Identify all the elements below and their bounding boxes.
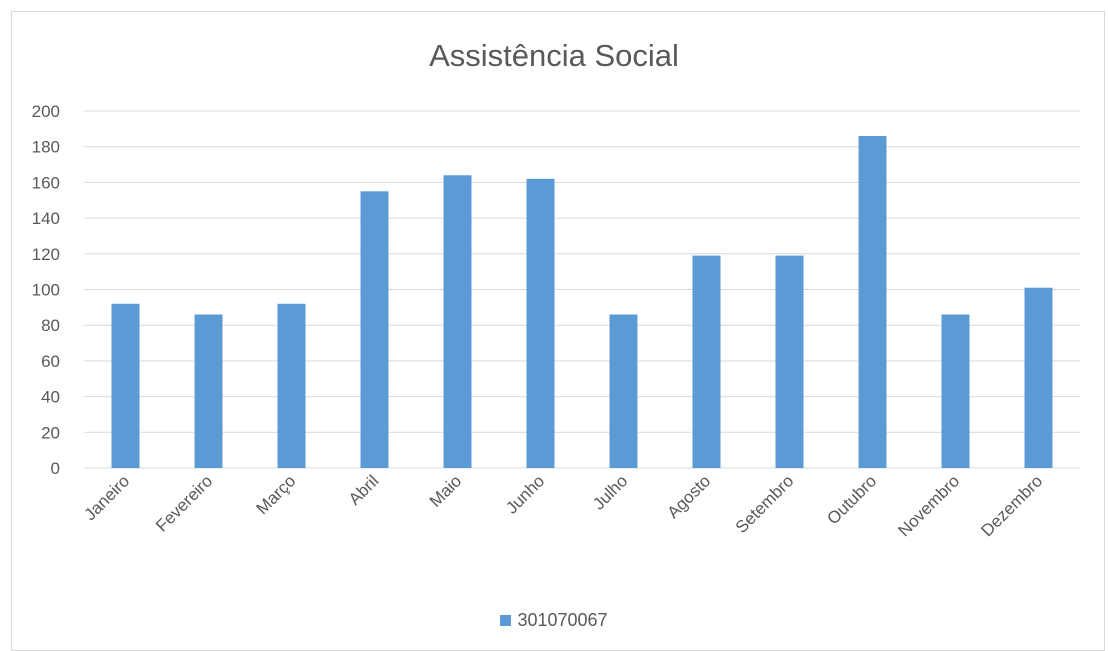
bar-fevereiro (194, 314, 223, 468)
y-tick-label: 160 (32, 173, 60, 192)
bar-novembro (941, 314, 970, 468)
x-tick-label: Março (252, 471, 299, 518)
y-tick-label: 20 (41, 423, 60, 442)
y-tick-label: 0 (51, 459, 60, 478)
y-tick-label: 120 (32, 245, 60, 264)
chart-frame (11, 11, 1105, 651)
chart-title: Assistência Social (429, 38, 679, 73)
bar-setembro (775, 255, 804, 468)
x-tick-label: Outubro (823, 471, 880, 528)
y-tick-label: 60 (41, 352, 60, 371)
bar-junho (526, 178, 555, 468)
bar-dezembro (1024, 287, 1053, 468)
bar-outubro (858, 135, 887, 469)
bar-maio (443, 175, 472, 468)
y-axis-ticks: 0 20 40 60 80 100 120 140 160 180 200 (32, 102, 60, 478)
y-tick-label: 200 (32, 102, 60, 121)
x-tick-label: Agosto (663, 471, 714, 522)
x-tick-label: Julho (589, 471, 631, 513)
legend-swatch (500, 615, 512, 626)
y-tick-label: 180 (32, 138, 60, 157)
x-tick-label: Junho (502, 471, 548, 517)
bar-agosto (692, 255, 721, 468)
bar-abril (360, 191, 389, 468)
bar-janeiro (111, 303, 140, 468)
y-tick-label: 80 (41, 316, 60, 335)
legend-label: 301070067 (517, 610, 608, 630)
x-tick-label: Novembro (894, 471, 963, 540)
y-tick-label: 40 (41, 388, 60, 407)
x-tick-label: Setembro (732, 471, 798, 537)
y-tick-label: 100 (32, 281, 60, 300)
bar-março (277, 303, 306, 468)
x-axis-ticks: Janeiro Fevereiro Março Abril Maio Junho Julho… (80, 471, 1046, 540)
x-tick-label: Janeiro (80, 471, 133, 524)
bar-julho (609, 314, 638, 468)
legend: 301070067 (0, 610, 1108, 631)
x-tick-label: Abril (345, 471, 382, 508)
gridlines (84, 110, 1080, 469)
x-tick-label: Dezembro (977, 471, 1046, 540)
bars (111, 135, 1053, 469)
x-tick-label: Fevereiro (152, 471, 216, 535)
x-tick-label: Maio (426, 471, 465, 510)
y-tick-label: 140 (32, 209, 60, 228)
